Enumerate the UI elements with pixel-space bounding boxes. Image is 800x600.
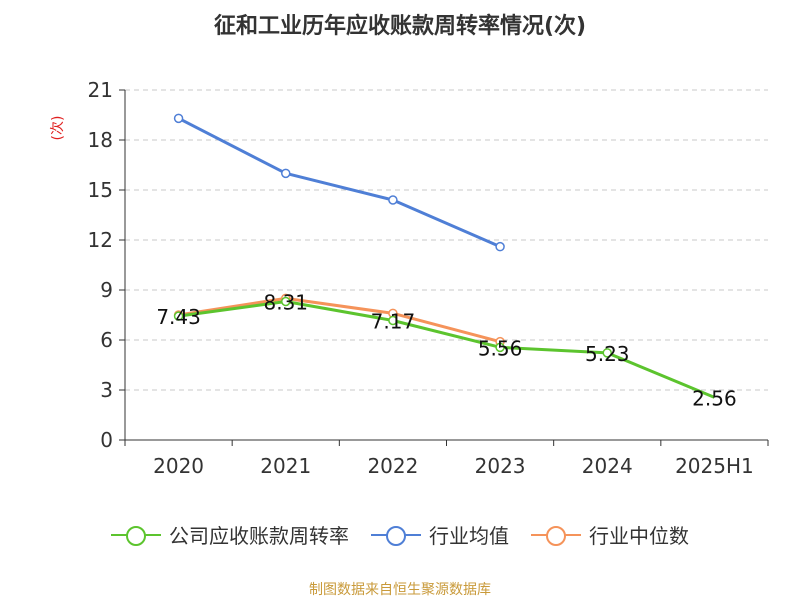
data-label: 5.23 xyxy=(585,342,630,366)
legend-label: 公司应收账款周转率 xyxy=(169,524,349,548)
legend-item-industry-median[interactable]: 行业中位数 xyxy=(531,520,689,549)
legend-label: 行业均值 xyxy=(429,524,509,548)
series xyxy=(173,113,715,399)
data-point xyxy=(281,168,291,179)
y-tick-label: 3 xyxy=(100,378,113,402)
y-tick-label: 21 xyxy=(88,78,113,102)
y-tick-label: 0 xyxy=(100,428,113,452)
legend-label: 行业中位数 xyxy=(589,524,689,548)
data-point xyxy=(173,311,184,321)
y-tick-label: 6 xyxy=(100,328,113,352)
data-point xyxy=(388,315,398,326)
legend: 公司应收账款周转率 行业均值 行业中位数 xyxy=(0,520,800,549)
legend-marker-icon xyxy=(371,525,421,546)
legend-marker-icon xyxy=(531,525,581,546)
data-point xyxy=(495,241,505,252)
x-tick-label: 2023 xyxy=(475,454,526,478)
data-point xyxy=(602,348,612,358)
data-label: 7.17 xyxy=(371,310,416,334)
y-axis-label: (次) xyxy=(50,116,66,141)
data-label: 8.31 xyxy=(263,291,308,315)
data-label: 2.56 xyxy=(692,386,737,410)
chart-title: 征和工业历年应收账款周转率情况(次) xyxy=(213,14,587,39)
data-point xyxy=(495,342,505,353)
axes: 0 3 6 9 12 15 18 21 2020 2021 2022 2023 2024 2025H1 xyxy=(88,78,769,478)
x-tick-label: 2022 xyxy=(367,454,418,478)
series-line xyxy=(178,296,501,344)
legend-item-company[interactable]: 公司应收账款周转率 xyxy=(111,520,349,549)
grid-lines xyxy=(125,89,768,391)
source-note: 制图数据来自恒生聚源数据库 xyxy=(309,582,491,598)
y-tick-label: 12 xyxy=(88,228,113,252)
data-label: 5.56 xyxy=(478,336,523,360)
series-line xyxy=(178,300,715,399)
x-tick-label: 2024 xyxy=(582,454,633,478)
data-point xyxy=(281,296,291,307)
y-tick-label: 18 xyxy=(88,128,113,152)
x-tick-label: 2021 xyxy=(260,454,311,478)
x-tick-label: 2020 xyxy=(153,454,204,478)
data-labels: 7.43 8.31 7.17 5.56 5.23 2.56 xyxy=(156,291,736,411)
y-tick-label: 15 xyxy=(88,178,113,202)
x-tick-label: 2025H1 xyxy=(675,454,754,478)
legend-item-industry-mean[interactable]: 行业均值 xyxy=(371,520,509,549)
data-point xyxy=(173,113,184,124)
data-point xyxy=(388,195,398,205)
legend-marker-icon xyxy=(111,525,161,546)
y-tick-label: 9 xyxy=(100,278,113,302)
series-line xyxy=(177,116,501,249)
data-label: 7.43 xyxy=(156,305,201,329)
